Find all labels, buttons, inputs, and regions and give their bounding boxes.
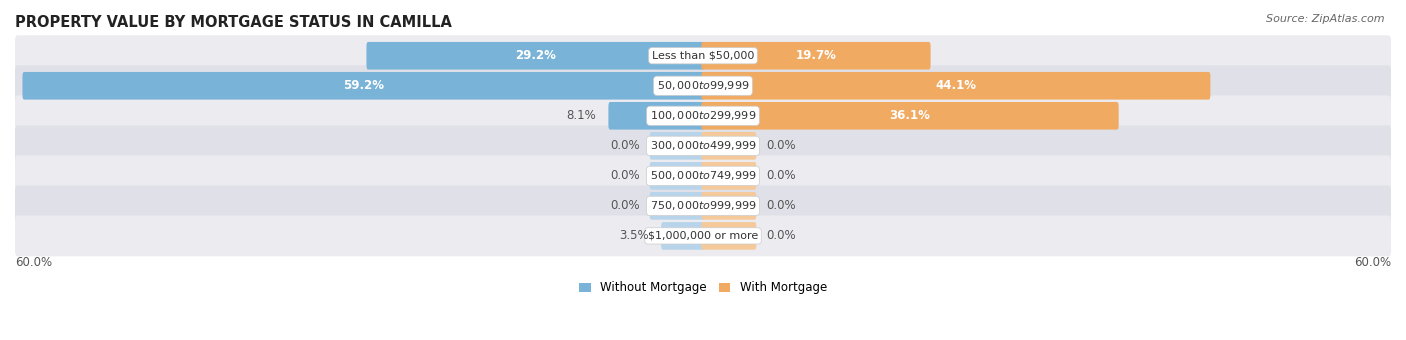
FancyBboxPatch shape [22,72,704,100]
Text: 0.0%: 0.0% [766,169,796,182]
FancyBboxPatch shape [367,42,704,70]
Text: $100,000 to $299,999: $100,000 to $299,999 [650,109,756,122]
Text: 60.0%: 60.0% [15,256,52,269]
Text: 44.1%: 44.1% [935,79,976,92]
Legend: Without Mortgage, With Mortgage: Without Mortgage, With Mortgage [574,276,832,299]
Text: 36.1%: 36.1% [890,109,931,122]
FancyBboxPatch shape [15,216,1391,256]
Text: $750,000 to $999,999: $750,000 to $999,999 [650,199,756,212]
Text: 0.0%: 0.0% [766,139,796,152]
FancyBboxPatch shape [702,72,1211,100]
Text: $1,000,000 or more: $1,000,000 or more [648,231,758,241]
Text: 0.0%: 0.0% [610,139,640,152]
FancyBboxPatch shape [15,35,1391,76]
FancyBboxPatch shape [609,102,704,130]
Text: $50,000 to $99,999: $50,000 to $99,999 [657,79,749,92]
FancyBboxPatch shape [702,222,756,250]
Text: 8.1%: 8.1% [567,109,596,122]
Text: 3.5%: 3.5% [620,230,650,242]
Text: 60.0%: 60.0% [1354,256,1391,269]
Text: PROPERTY VALUE BY MORTGAGE STATUS IN CAMILLA: PROPERTY VALUE BY MORTGAGE STATUS IN CAM… [15,15,451,30]
FancyBboxPatch shape [650,162,704,190]
FancyBboxPatch shape [702,42,931,70]
FancyBboxPatch shape [650,132,704,160]
FancyBboxPatch shape [702,102,1119,130]
FancyBboxPatch shape [702,192,756,220]
Text: $500,000 to $749,999: $500,000 to $749,999 [650,169,756,182]
Text: 0.0%: 0.0% [766,230,796,242]
Text: 0.0%: 0.0% [766,199,796,212]
FancyBboxPatch shape [661,222,704,250]
FancyBboxPatch shape [15,65,1391,106]
Text: 19.7%: 19.7% [796,49,837,62]
Text: 0.0%: 0.0% [610,199,640,212]
FancyBboxPatch shape [15,125,1391,166]
FancyBboxPatch shape [702,162,756,190]
Text: $300,000 to $499,999: $300,000 to $499,999 [650,139,756,152]
FancyBboxPatch shape [650,192,704,220]
FancyBboxPatch shape [15,96,1391,136]
FancyBboxPatch shape [15,155,1391,196]
Text: 0.0%: 0.0% [610,169,640,182]
Text: 29.2%: 29.2% [515,49,555,62]
Text: Less than $50,000: Less than $50,000 [652,51,754,61]
Text: Source: ZipAtlas.com: Source: ZipAtlas.com [1267,14,1385,23]
FancyBboxPatch shape [15,185,1391,226]
FancyBboxPatch shape [702,132,756,160]
Text: 59.2%: 59.2% [343,79,384,92]
